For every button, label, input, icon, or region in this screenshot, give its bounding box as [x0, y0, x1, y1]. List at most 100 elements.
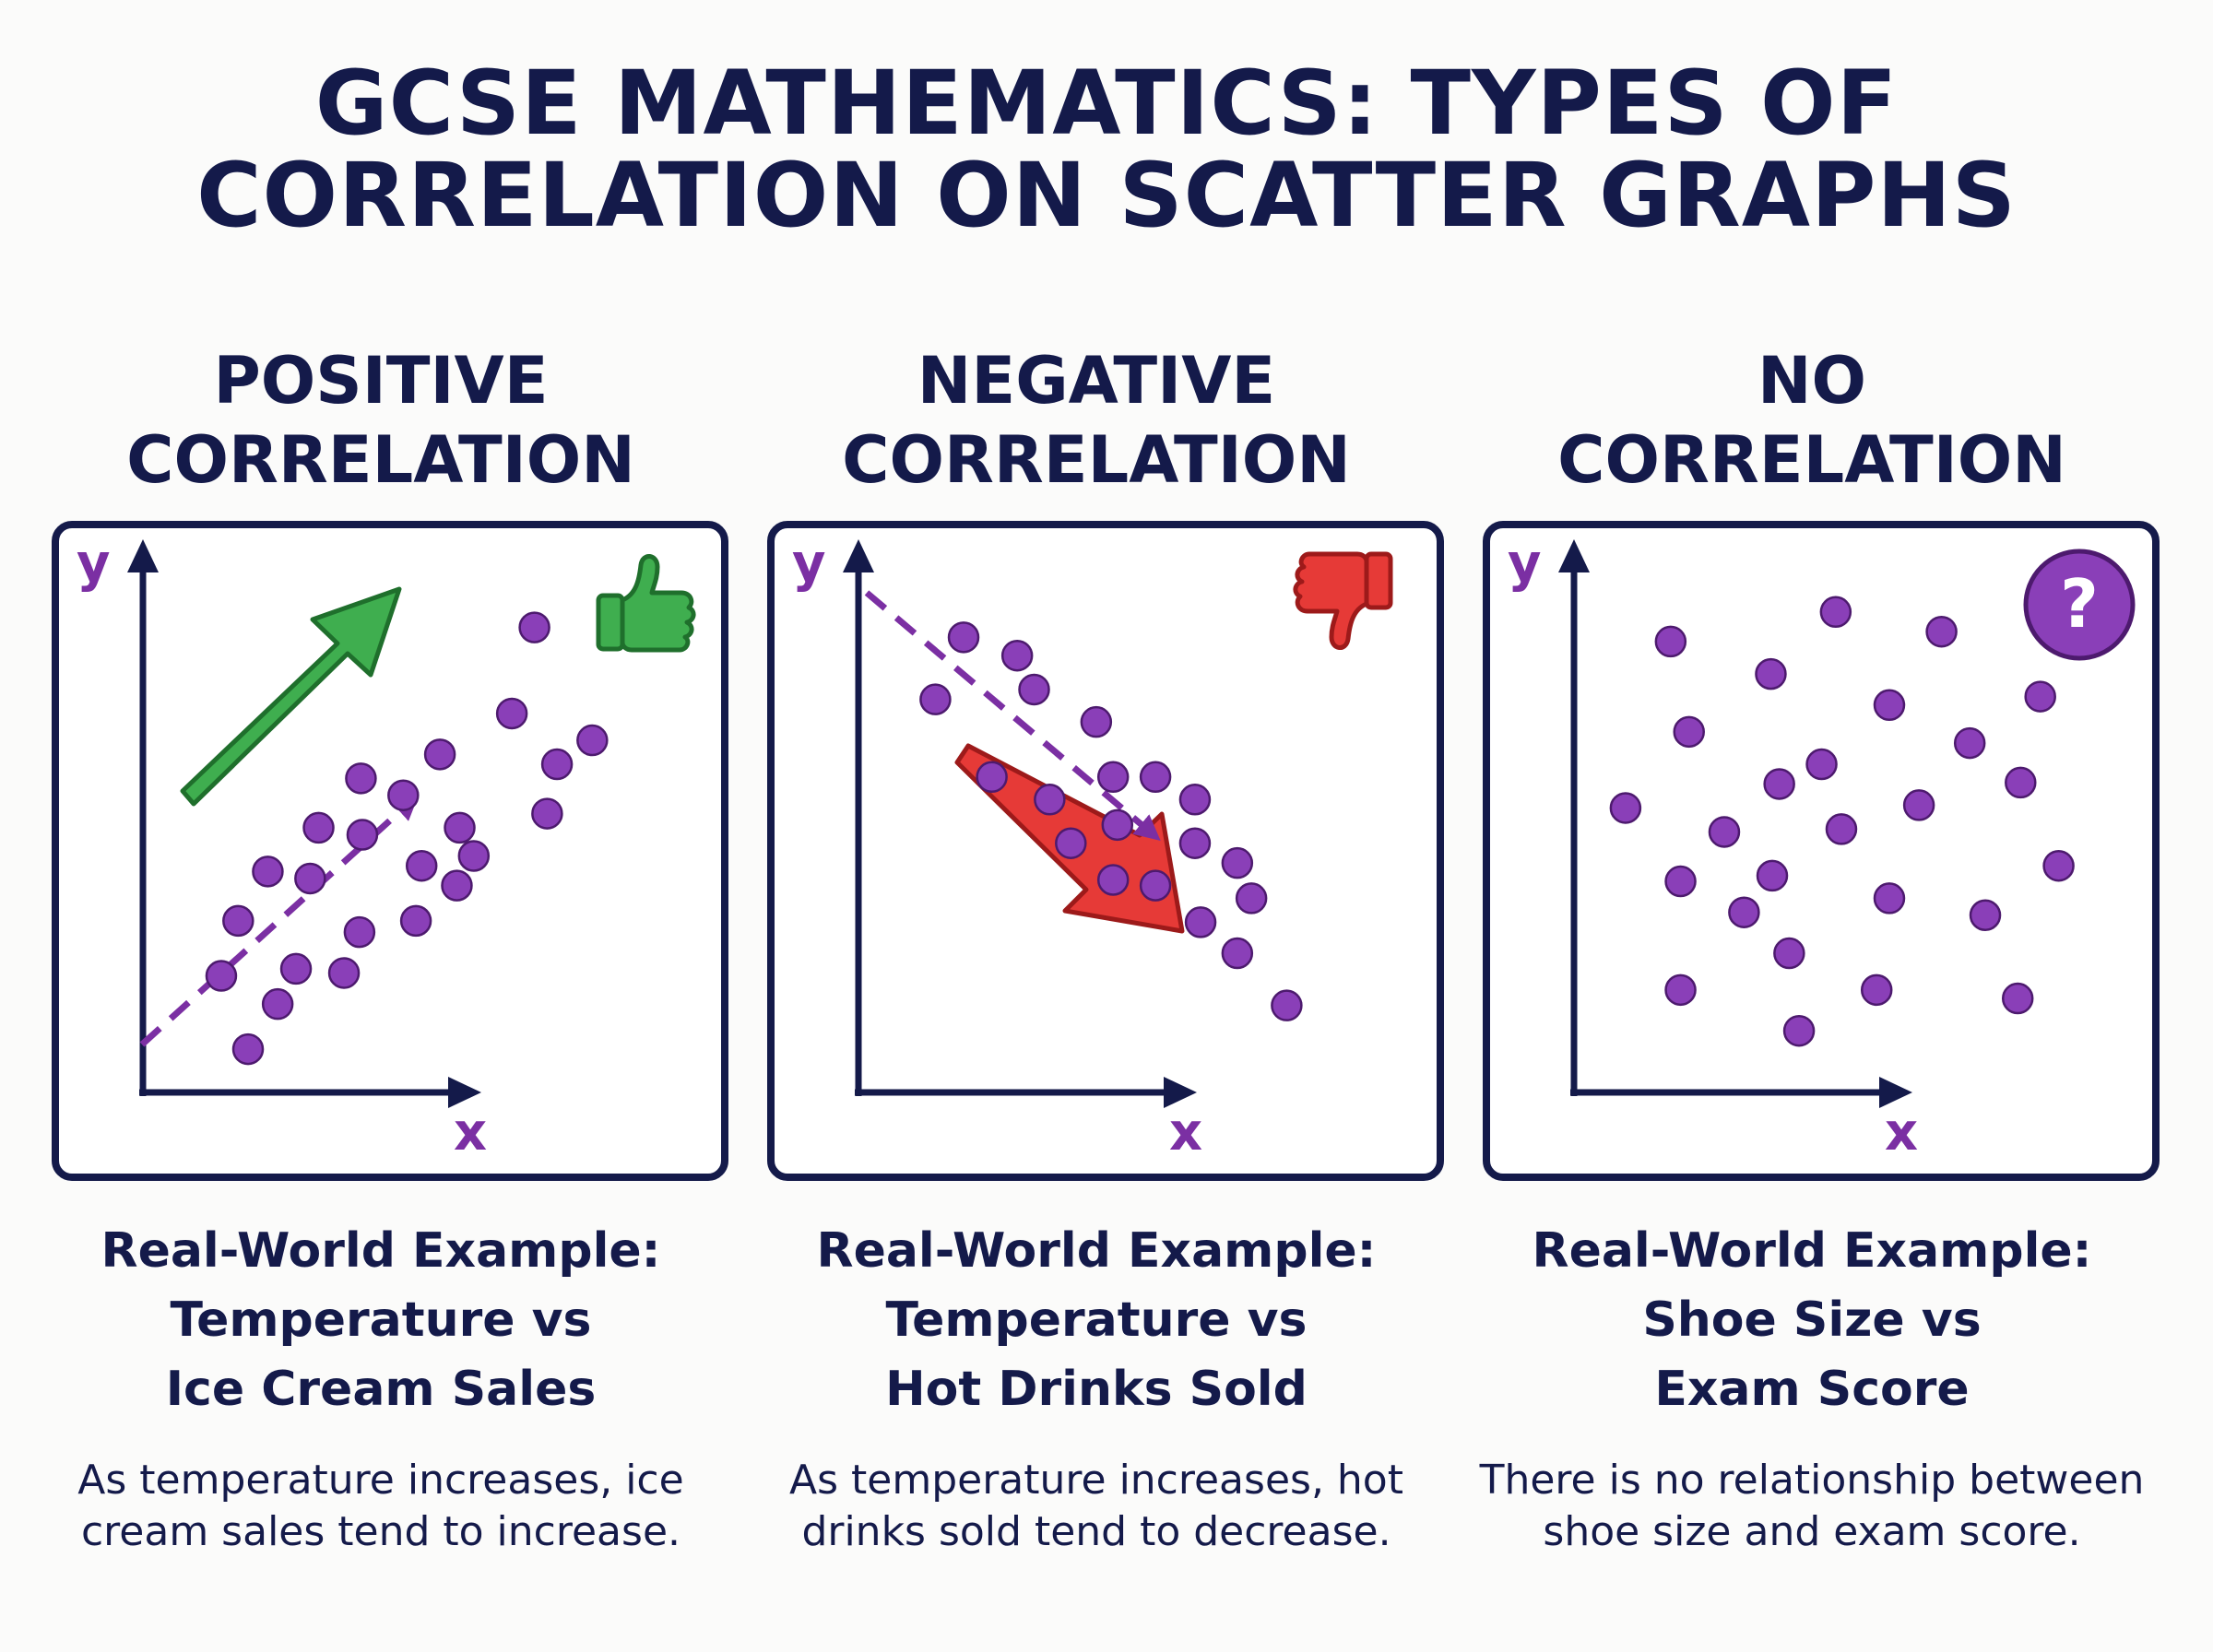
scatter-point	[222, 904, 254, 938]
page-title: GCSE MATHEMATICS: TYPES OF CORRELATION O…	[0, 57, 2213, 242]
scatter-point	[495, 697, 528, 730]
scatter-point	[2001, 982, 2034, 1015]
thumbs-down-icon	[1293, 551, 1393, 650]
scatter-point	[1953, 726, 1986, 760]
scatter-point	[1782, 1014, 1816, 1047]
scatter-graph-svg: y x ?	[1508, 534, 2136, 1162]
panel-heading-line-2: CORRELATION	[126, 422, 635, 498]
scatter-point	[441, 869, 473, 902]
scatter-point	[1902, 789, 1935, 821]
panel-heading-line-1: NEGATIVE	[917, 343, 1276, 419]
scatter-point	[205, 960, 238, 992]
scatter-point	[457, 840, 491, 872]
scatter-point	[976, 761, 1008, 794]
scatter-point	[1728, 896, 1760, 928]
scatter-graph-svg: y x	[792, 534, 1393, 1162]
scatter-point	[1139, 761, 1172, 794]
panel-positive-correlation: POSITIVE CORRELATION y x	[30, 0, 731, 1652]
y-axis-label: y	[792, 534, 826, 594]
scatter-point	[1873, 689, 1906, 722]
scatter-point	[1096, 761, 1130, 794]
scatter-point	[1609, 792, 1642, 824]
scatter-point	[444, 811, 476, 844]
scatter-point	[423, 738, 456, 771]
correlation-description: As temperature increases, hot drinks sol…	[746, 1455, 1447, 1558]
scatter-graph-positive: y x	[52, 521, 728, 1181]
scatter-point	[1763, 768, 1795, 800]
scatter-point	[576, 724, 609, 757]
real-world-example: Real-World Example: Temperature vs Hot D…	[746, 1217, 1447, 1424]
correlation-description: There is no relationship between shoe si…	[1462, 1455, 2162, 1558]
panel-heading: NO CORRELATION	[1462, 341, 2162, 500]
description-line-2: drinks sold tend to decrease.	[801, 1508, 1391, 1555]
x-axis-label: x	[1885, 1103, 1918, 1162]
trend-line	[139, 794, 420, 1047]
scatter-point	[1096, 864, 1130, 896]
description-line-1: There is no relationship between	[1479, 1457, 2145, 1504]
scatter-point	[518, 611, 550, 643]
y-axis-arrowhead	[127, 539, 159, 572]
scatter-graph-negative: y x	[767, 521, 1444, 1181]
example-label: Real-World Example:	[1532, 1223, 2092, 1279]
description-line-1: As temperature increases, hot	[789, 1457, 1403, 1504]
scatter-point	[1055, 827, 1087, 859]
real-world-example: Real-World Example: Shoe Size vs Exam Sc…	[1462, 1217, 2162, 1424]
scatter-graph-svg: y x	[77, 534, 696, 1162]
scatter-point	[345, 762, 377, 795]
scatter-point	[1139, 869, 1172, 902]
description-line-2: cream sales tend to increase.	[80, 1508, 680, 1555]
scatter-point	[2005, 766, 2037, 799]
scatter-point	[1221, 846, 1254, 879]
description-line-2: shoe size and exam score.	[1543, 1508, 2081, 1555]
scatter-point	[1184, 906, 1217, 938]
correlation-description: As temperature increases, ice cream sale…	[30, 1455, 731, 1558]
scatter-point	[1000, 639, 1034, 672]
panel-heading: NEGATIVE CORRELATION	[746, 341, 1447, 500]
scatter-point	[1708, 816, 1741, 848]
scatter-point	[919, 683, 952, 715]
example-variable-1: Shoe Size vs	[1642, 1292, 1982, 1348]
scatter-point	[1673, 715, 1705, 749]
scatter-point	[346, 819, 379, 851]
scatter-points	[205, 611, 609, 1066]
x-axis-arrowhead	[448, 1077, 481, 1108]
panel-heading-line-1: POSITIVE	[213, 343, 549, 419]
scatter-point	[261, 987, 294, 1021]
up-arrow-icon	[180, 586, 402, 807]
scatter-point	[1101, 808, 1134, 842]
scatter-point	[1925, 615, 1958, 648]
scatter-point	[1773, 937, 1805, 970]
example-variable-2: Hot Drinks Sold	[885, 1362, 1308, 1417]
description-line-1: As temperature increases, ice	[77, 1457, 684, 1504]
scatter-points	[1609, 596, 2075, 1047]
y-axis-label: y	[1508, 534, 1542, 594]
scatter-point	[405, 849, 438, 882]
page-title-line-1: GCSE MATHEMATICS: TYPES OF	[314, 52, 1899, 155]
scatter-point	[1235, 882, 1268, 914]
scatter-point	[531, 797, 563, 830]
scatter-point	[2042, 849, 2075, 882]
scatter-point	[252, 856, 284, 888]
scatter-point	[1178, 784, 1212, 816]
scatter-point	[1018, 673, 1050, 706]
real-world-example: Real-World Example: Temperature vs Ice C…	[30, 1217, 731, 1424]
example-label: Real-World Example:	[816, 1223, 1377, 1279]
panel-heading-line-1: NO	[1757, 343, 1867, 419]
example-variable-1: Temperature vs	[170, 1292, 592, 1348]
scatter-point	[1860, 974, 1893, 1007]
scatter-point	[1664, 865, 1697, 898]
scatter-point	[540, 748, 574, 781]
thumbs-up-icon	[596, 554, 696, 653]
page-title-line-2: CORRELATION ON SCATTER GRAPHS	[196, 144, 2017, 247]
scatter-point	[1969, 899, 2002, 931]
scatter-point	[1805, 748, 1838, 781]
example-variable-2: Ice Cream Sales	[165, 1362, 597, 1417]
example-variable-1: Temperature vs	[885, 1292, 1308, 1348]
scatter-point	[1755, 657, 1787, 690]
scatter-point	[294, 862, 326, 895]
scatter-point	[387, 779, 420, 811]
scatter-point	[231, 1032, 265, 1066]
y-axis-arrowhead	[1558, 539, 1590, 572]
scatter-point	[1654, 625, 1687, 658]
question-mark-icon: ?	[2023, 549, 2136, 661]
